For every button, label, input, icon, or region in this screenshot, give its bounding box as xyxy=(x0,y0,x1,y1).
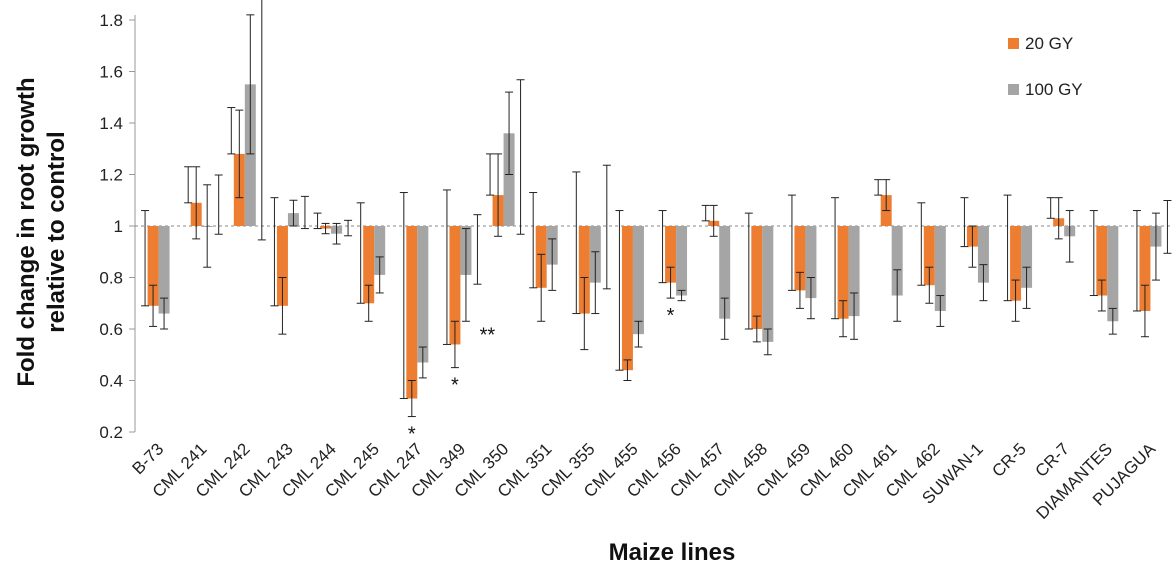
bar-100gy xyxy=(503,133,515,226)
legend-swatch-100gy xyxy=(1008,84,1019,95)
bar-20gy xyxy=(363,226,375,304)
bar-100gy xyxy=(848,226,860,317)
bar-20gy xyxy=(751,226,763,329)
bar-100gy xyxy=(1021,226,1033,288)
bar-20gy xyxy=(923,226,935,286)
bar-20gy xyxy=(621,226,633,371)
bar-20gy xyxy=(1010,226,1022,301)
significance-annotation: * xyxy=(451,375,459,397)
x-axis-title: Maize lines xyxy=(609,539,736,566)
significance-annotation: * xyxy=(408,424,416,446)
bar-20gy xyxy=(276,226,288,306)
bar-100gy xyxy=(158,226,170,314)
x-tick-label: CR-5 xyxy=(988,439,1029,480)
bar-100gy xyxy=(417,226,429,363)
bar-100gy xyxy=(977,226,989,283)
y-axis-title-line-2: relative to control xyxy=(43,131,70,332)
y-tick-label: 1 xyxy=(114,217,123,236)
bar-100gy xyxy=(374,226,386,275)
bar-20gy xyxy=(578,226,590,314)
bar-100gy xyxy=(676,226,688,296)
y-axis-title-line-1: Fold change in root growth xyxy=(13,77,40,386)
legend-label-20gy: 20 GY xyxy=(1025,34,1073,53)
significance-annotation: * xyxy=(667,305,675,327)
bar-20gy xyxy=(665,226,677,283)
bar-20gy xyxy=(147,226,159,306)
error-bars-layer xyxy=(141,0,1172,418)
y-tick-label: 0.4 xyxy=(99,372,123,391)
x-tick-label: B-73 xyxy=(129,439,168,478)
y-tick-label: 1.6 xyxy=(99,63,123,82)
bar-20gy xyxy=(837,226,849,319)
legend: 20 GY 100 GY xyxy=(1008,34,1083,99)
y-tick-label: 1.4 xyxy=(99,114,123,133)
bar-100gy xyxy=(1107,226,1119,322)
y-tick-label: 0.2 xyxy=(99,423,123,442)
bar-20gy xyxy=(406,226,418,399)
bars-layer xyxy=(147,84,1162,399)
legend-label-100gy: 100 GY xyxy=(1025,80,1083,99)
significance-annotation: ** xyxy=(480,324,496,346)
y-tick-label: 1.8 xyxy=(99,11,123,30)
bar-20gy xyxy=(1096,226,1108,296)
bar-20gy xyxy=(449,226,461,345)
y-tick-label: 0.6 xyxy=(99,320,123,339)
bar-100gy xyxy=(632,226,644,335)
bar-100gy xyxy=(891,226,903,296)
bar-20gy xyxy=(1139,226,1151,311)
bar-100gy xyxy=(762,226,774,342)
y-tick-label: 1.2 xyxy=(99,166,123,185)
legend-swatch-20gy xyxy=(1008,38,1019,49)
bar-100gy xyxy=(805,226,817,299)
y-tick-label: 0.8 xyxy=(99,269,123,288)
bar-100gy xyxy=(934,226,946,311)
axes-layer xyxy=(129,15,1170,433)
bar-20gy xyxy=(794,226,806,291)
bar-100gy xyxy=(244,84,256,226)
bar-100gy xyxy=(719,226,731,319)
